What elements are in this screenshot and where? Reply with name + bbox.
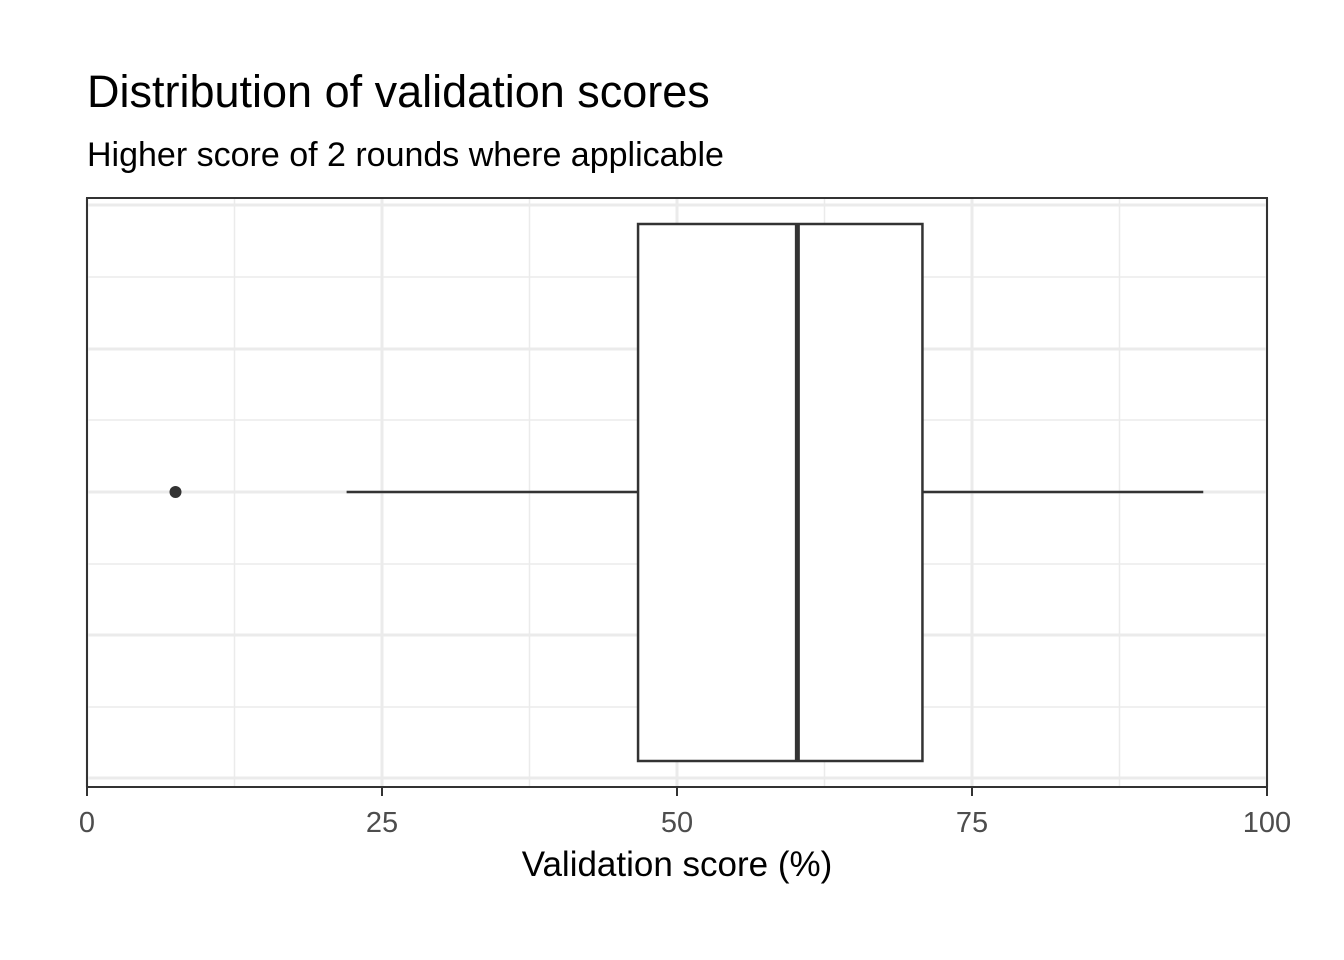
x-tick-label-3: 75 [956,807,988,839]
boxplot [169,222,1204,763]
x-axis-title: Validation score (%) [522,845,833,884]
outliers [169,486,182,498]
x-tick-label-0: 0 [79,807,95,839]
x-tick-label-2: 50 [661,807,693,839]
x-tick-label-4: 100 [1243,807,1291,839]
x-axis: 0 25 50 75 100 [79,787,1291,839]
chart-subtitle: Higher score of 2 rounds where applicabl… [87,136,724,174]
outlier-point-0 [169,486,182,498]
iqr-box [636,222,924,763]
chart-title: Distribution of validation scores [87,66,710,117]
x-tick-label-1: 25 [366,807,398,839]
